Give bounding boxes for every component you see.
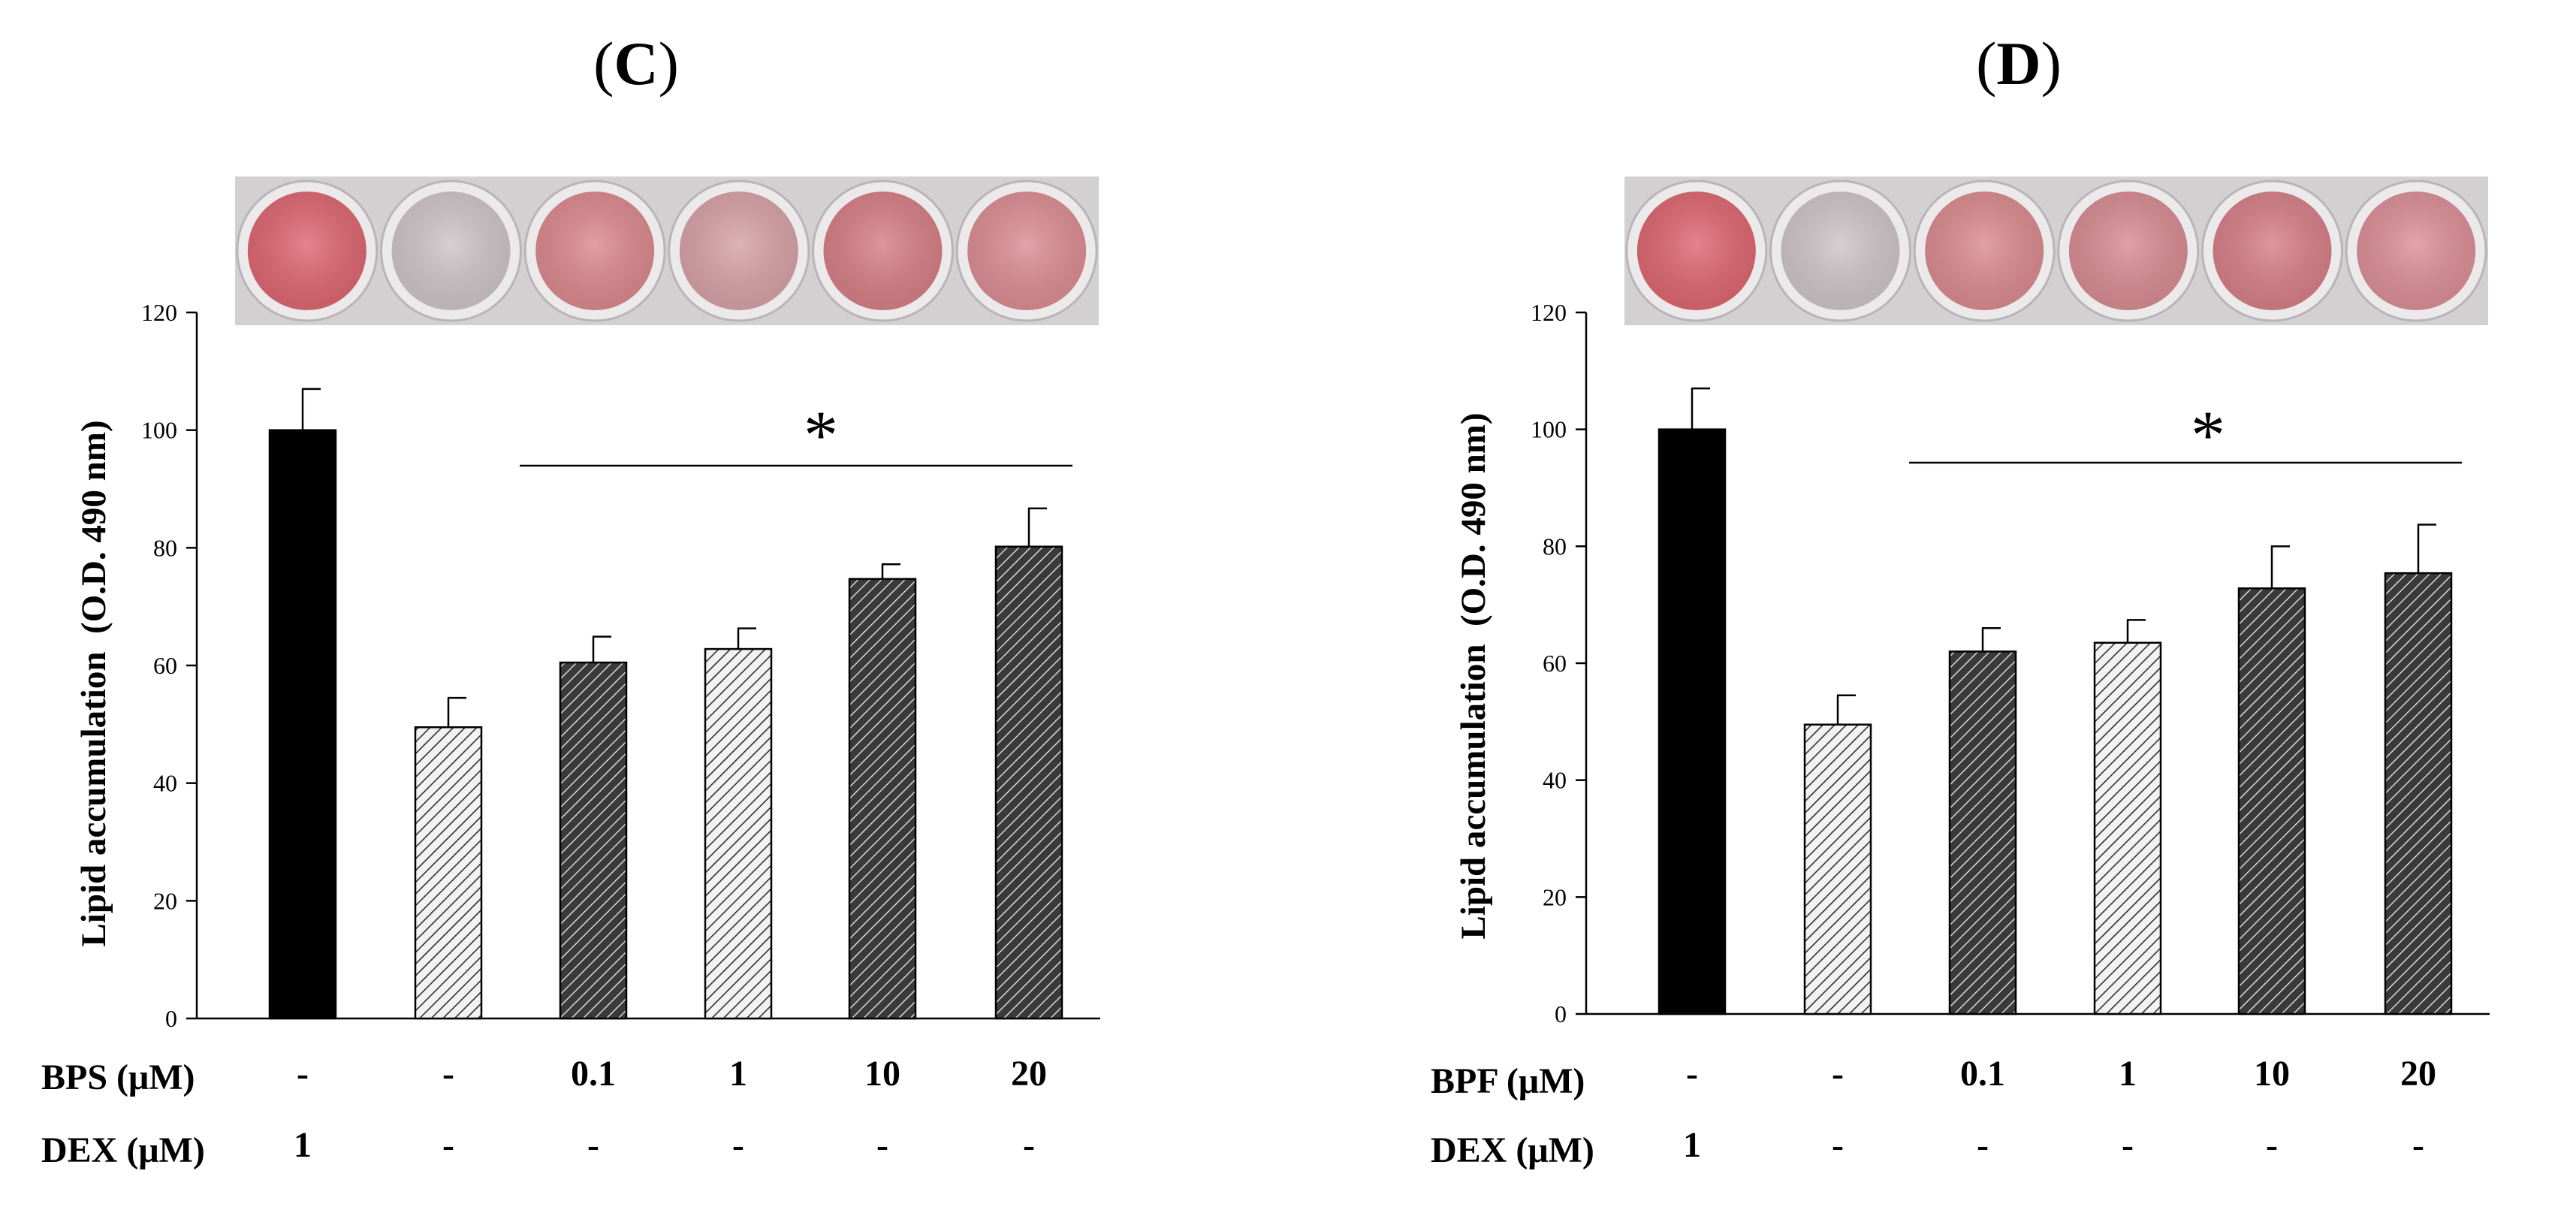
cell-value: 1: [729, 1054, 747, 1094]
row-label-compound: BPS (μM): [41, 1058, 195, 1097]
cell-value: -: [1832, 1125, 1844, 1165]
well-shading: [1781, 192, 1900, 310]
cell-value: 1: [1683, 1125, 1701, 1165]
y-tick-label: 0: [1555, 1000, 1567, 1027]
cell-value: -: [2266, 1125, 2278, 1165]
y-tick-label: 80: [153, 534, 177, 561]
row-label-dex: DEX (μM): [1431, 1130, 1594, 1170]
cell-value: -: [587, 1125, 599, 1165]
bar: [2093, 641, 2162, 1015]
bar-chart: 0 20 40 60 80 100 120: [1531, 299, 2490, 1027]
y-tick-label: 60: [153, 652, 177, 679]
row-values-dex: 1 - - - - -: [294, 1125, 1035, 1165]
cell-value: -: [1832, 1054, 1844, 1094]
cell-value: -: [1977, 1125, 1989, 1165]
cell-value: -: [297, 1054, 309, 1094]
cell-value: 20: [2400, 1054, 2436, 1094]
cell-value: 10: [864, 1054, 900, 1094]
bar: [414, 726, 483, 1020]
well-shading: [1925, 192, 2044, 310]
plate-background: [235, 177, 1099, 325]
cell-value: -: [2412, 1125, 2424, 1165]
row-label-dex: DEX (μM): [41, 1130, 205, 1170]
well-shading: [2068, 192, 2188, 310]
cell-value: -: [732, 1125, 744, 1165]
y-tick-label: 60: [1543, 650, 1567, 677]
bar-chart: 0 20 40 60 80 100 120: [141, 299, 1100, 1032]
well-shading: [679, 192, 798, 310]
cell-value: -: [442, 1125, 454, 1165]
y-tick-label: 120: [1531, 299, 1567, 326]
y-axis-label: Lipid accumulation (O.D. 490 nm): [1454, 412, 1493, 939]
bar: [2384, 572, 2453, 1015]
row-values-dex: 1 - - - - -: [1683, 1125, 2424, 1165]
cell-value: -: [442, 1054, 454, 1094]
cell-value: -: [876, 1125, 888, 1165]
y-tick-label: 0: [165, 1005, 177, 1032]
y-tick-label: 20: [153, 887, 177, 914]
well-shading: [535, 192, 655, 310]
row-label-compound: BPF (μM): [1431, 1061, 1585, 1101]
well-shading: [247, 192, 366, 310]
well-plate-image: [235, 177, 1099, 325]
bar: [1803, 723, 1872, 1015]
cell-value: -: [2122, 1125, 2134, 1165]
plate-background: [1624, 177, 2488, 325]
cell-value: 10: [2254, 1054, 2290, 1094]
y-tick-label: 20: [1543, 883, 1567, 910]
bar: [1948, 650, 2017, 1015]
y-axis-label: Lipid accumulation (O.D. 490 nm): [74, 420, 113, 946]
y-tick-label: 40: [153, 770, 177, 797]
panel-label: (D): [1976, 29, 2062, 98]
significance-marker: *: [804, 397, 838, 473]
row-values-compound: - - 0.1 1 10 20: [297, 1054, 1047, 1094]
bar: [2237, 587, 2306, 1015]
bar: [559, 661, 628, 1020]
well-shading: [2213, 192, 2332, 310]
well-shading: [967, 192, 1087, 310]
bar: [1658, 428, 1727, 1015]
cell-value: 1: [294, 1125, 312, 1165]
cell-value: 1: [2119, 1054, 2137, 1094]
y-tick-label: 80: [1543, 533, 1567, 560]
bar: [848, 578, 917, 1020]
y-tick-label: 100: [1531, 416, 1567, 443]
well-shading: [1636, 192, 1756, 310]
row-values-compound: - - 0.1 1 10 20: [1686, 1054, 2436, 1094]
bar: [994, 545, 1063, 1020]
y-tick-label: 100: [141, 417, 177, 444]
well-shading: [391, 192, 511, 310]
cell-value: 0.1: [1960, 1054, 2005, 1094]
cell-value: -: [1686, 1054, 1698, 1094]
well-shading: [2357, 192, 2476, 310]
cell-value: 20: [1011, 1054, 1047, 1094]
bar: [704, 647, 773, 1020]
significance-marker: *: [2191, 397, 2225, 473]
well-plate-image: [1624, 177, 2488, 325]
cell-value: 0.1: [571, 1054, 616, 1094]
panel-label: (C): [593, 29, 679, 98]
well-shading: [823, 192, 943, 310]
bar: [268, 429, 337, 1020]
y-tick-label: 120: [141, 299, 177, 326]
cell-value: -: [1023, 1125, 1035, 1165]
y-tick-label: 40: [1543, 767, 1567, 794]
